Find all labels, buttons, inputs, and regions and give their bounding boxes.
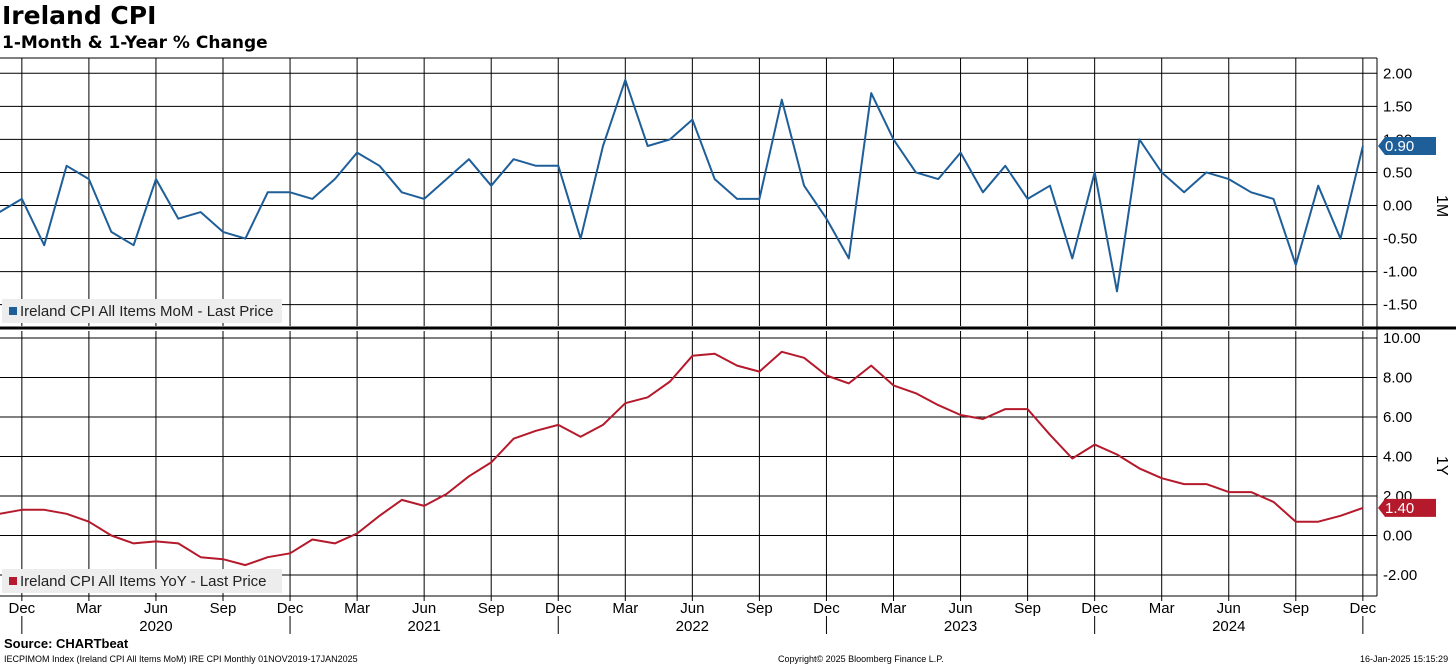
y-tick-label: -1.00 bbox=[1383, 264, 1417, 281]
x-tick-label: Jun bbox=[1217, 600, 1241, 617]
chart-subtitle: 1-Month & 1-Year % Change bbox=[2, 33, 268, 53]
top-axis-name: 1M bbox=[1433, 195, 1450, 217]
x-tick-label: Sep bbox=[210, 600, 237, 617]
x-tick-label: Mar bbox=[344, 600, 370, 617]
mom-legend-swatch bbox=[9, 307, 17, 315]
y-tick-label: 1.50 bbox=[1383, 98, 1412, 115]
bottom-panel-grid bbox=[0, 331, 1377, 596]
x-tick-label: Jun bbox=[948, 600, 972, 617]
axis-ticks: 2.001.501.000.500.00-0.50-1.00-1.5010.00… bbox=[9, 65, 1450, 635]
footer-timestamp: 16-Jan-2025 15:15:29 bbox=[1360, 654, 1449, 664]
y-tick-label: -1.50 bbox=[1383, 297, 1417, 314]
y-tick-label: -2.00 bbox=[1383, 567, 1417, 584]
x-tick-label: Jun bbox=[144, 600, 168, 617]
x-year-label: 2020 bbox=[139, 618, 172, 635]
x-tick-label: Mar bbox=[76, 600, 102, 617]
x-tick-label: Sep bbox=[1014, 600, 1041, 617]
y-tick-label: 4.00 bbox=[1383, 449, 1412, 466]
y-tick-label: 0.00 bbox=[1383, 198, 1412, 215]
x-tick-label: Dec bbox=[277, 600, 304, 617]
x-tick-label: Mar bbox=[612, 600, 638, 617]
yoy-legend-label: Ireland CPI All Items YoY - Last Price bbox=[20, 573, 267, 590]
x-tick-label: Jun bbox=[412, 600, 436, 617]
legends: Ireland CPI All Items MoM - Last Price Ir… bbox=[2, 299, 282, 593]
y-tick-label: -0.50 bbox=[1383, 231, 1417, 248]
mom-series-line bbox=[0, 78, 1364, 293]
x-tick-label: Dec bbox=[1081, 600, 1108, 617]
footer-ticker: IECPIMOM Index (Ireland CPI All Items Mo… bbox=[4, 654, 358, 664]
x-tick-label: Sep bbox=[1282, 600, 1309, 617]
source-note: Source: CHARTbeat bbox=[4, 636, 129, 651]
mom-last-value-text: 0.90 bbox=[1385, 138, 1414, 155]
x-tick-label: Mar bbox=[1149, 600, 1175, 617]
y-tick-label: 10.00 bbox=[1383, 330, 1421, 347]
y-tick-label: 0.50 bbox=[1383, 164, 1412, 181]
x-tick-label: Sep bbox=[746, 600, 773, 617]
x-tick-label: Dec bbox=[545, 600, 572, 617]
mom-last-value-box bbox=[1378, 137, 1436, 156]
yoy-last-value-box bbox=[1378, 498, 1436, 517]
bottom-axis-name: 1Y bbox=[1433, 456, 1450, 476]
yoy-last-value-text: 1.40 bbox=[1385, 500, 1414, 517]
yoy-legend-swatch bbox=[9, 577, 17, 585]
x-tick-label: Jun bbox=[680, 600, 704, 617]
yoy-series-line bbox=[0, 350, 1364, 567]
x-tick-label: Dec bbox=[9, 600, 36, 617]
mom-legend-box bbox=[2, 299, 282, 323]
series-lines bbox=[0, 78, 1364, 567]
footer-copyright: Copyright© 2025 Bloomberg Finance L.P. bbox=[778, 654, 944, 664]
x-tick-label: Dec bbox=[813, 600, 840, 617]
x-tick-label: Sep bbox=[478, 600, 505, 617]
top-panel-grid bbox=[0, 58, 1377, 326]
mom-legend-label: Ireland CPI All Items MoM - Last Price bbox=[20, 303, 273, 320]
last-value-badges: 0.90 1.40 bbox=[1378, 137, 1436, 517]
chart-title: Ireland CPI bbox=[2, 1, 157, 30]
y-tick-label: 2.00 bbox=[1383, 65, 1412, 82]
x-year-label: 2023 bbox=[944, 618, 977, 635]
y-tick-label: 6.00 bbox=[1383, 409, 1412, 426]
x-tick-label: Dec bbox=[1350, 600, 1377, 617]
x-tick-label: Mar bbox=[881, 600, 907, 617]
x-year-label: 2022 bbox=[676, 618, 709, 635]
x-year-label: 2021 bbox=[407, 618, 440, 635]
y-tick-label: 0.00 bbox=[1383, 528, 1412, 545]
y-tick-label: 8.00 bbox=[1383, 370, 1412, 387]
panel-frames bbox=[0, 57, 1456, 597]
yoy-legend-box bbox=[2, 569, 282, 593]
x-year-label: 2024 bbox=[1212, 618, 1245, 635]
